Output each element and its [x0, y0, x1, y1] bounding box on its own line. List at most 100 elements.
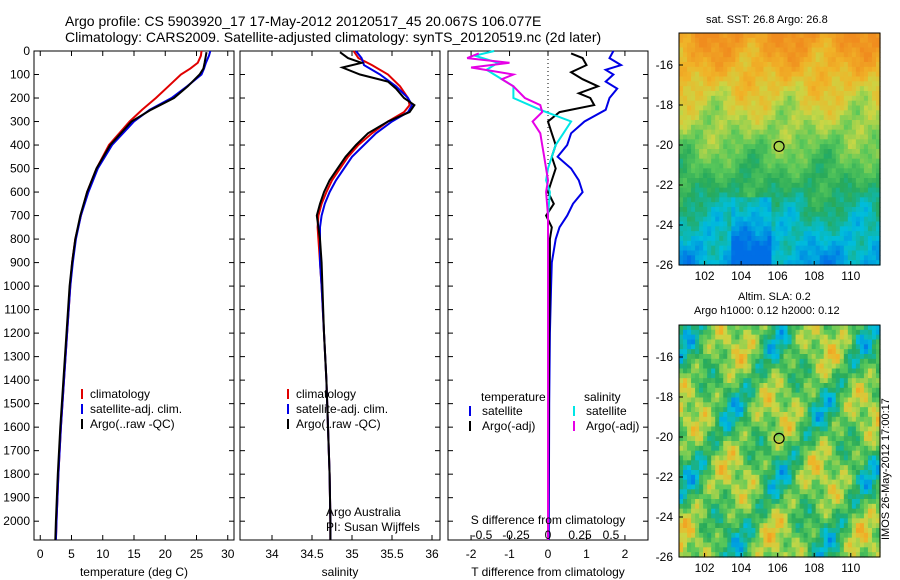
map-cell: [711, 484, 716, 490]
map-cell: [803, 163, 809, 169]
map-cell: [759, 499, 765, 505]
map-cell: [711, 192, 716, 198]
map-cell: [875, 416, 881, 423]
map-cell: [763, 158, 769, 165]
map-cell: [727, 95, 732, 102]
legend-label-temperature: climatology: [90, 387, 150, 401]
map-cell: [855, 368, 861, 374]
map-cell: [739, 124, 744, 131]
map-cell: [803, 412, 809, 418]
map-cell: [779, 144, 785, 150]
map-cell: [779, 407, 785, 413]
map-cell: [867, 445, 873, 452]
map-cell: [731, 211, 736, 218]
map-cell: [743, 445, 748, 452]
map-cell: [827, 144, 833, 150]
map-cell: [835, 325, 841, 331]
map-cell: [771, 542, 777, 548]
map-cell: [683, 378, 688, 384]
map-cell: [751, 62, 756, 68]
map-cell: [775, 86, 781, 92]
map-cell: [715, 86, 720, 92]
map-cell: [799, 100, 805, 107]
map-cell: [867, 513, 873, 519]
map-cell: [811, 134, 817, 140]
map-cell: [767, 378, 773, 384]
map-cell: [787, 124, 793, 131]
map-cell: [723, 173, 728, 179]
map-cell: [719, 120, 724, 126]
map-cell: [811, 325, 817, 331]
map-cell: [771, 168, 777, 174]
map-cell: [699, 207, 704, 213]
map-cell: [719, 37, 724, 44]
map-cell: [695, 489, 700, 495]
map-cell: [819, 139, 825, 145]
map-cell: [767, 211, 773, 218]
map-cell: [739, 542, 744, 548]
map-cell: [859, 62, 865, 68]
map-cell: [711, 120, 716, 126]
map-cell: [787, 47, 793, 53]
map-cell: [787, 421, 793, 428]
map-cell: [843, 66, 849, 73]
map-cell: [763, 387, 769, 394]
map-cell: [783, 334, 789, 341]
map-cell: [827, 354, 833, 360]
map-cell: [695, 412, 700, 418]
map-cell: [775, 368, 781, 374]
map-cell: [831, 344, 837, 350]
map-cell: [723, 153, 728, 160]
map-cell: [715, 187, 720, 194]
map-cell: [739, 373, 744, 379]
map-cell: [783, 349, 789, 355]
map-cell: [831, 207, 837, 213]
map-cell: [799, 33, 805, 39]
map-cell: [843, 81, 849, 87]
map-cell: [803, 182, 809, 189]
map-cell: [811, 373, 817, 379]
map-cell: [859, 47, 865, 53]
map-cell: [775, 479, 781, 486]
map-cell: [839, 33, 845, 39]
map-cell: [711, 344, 716, 350]
map-cell: [867, 52, 873, 58]
map-cell: [755, 363, 760, 370]
map-cell: [763, 240, 769, 247]
map-cell: [691, 499, 696, 505]
map-cell: [835, 494, 841, 500]
map-cell: [759, 66, 765, 73]
map-cell: [815, 231, 821, 237]
map-cell: [763, 37, 769, 44]
map-cell: [775, 115, 781, 121]
map-cell: [687, 378, 692, 384]
map-cell: [839, 465, 845, 471]
map-cell: [843, 202, 849, 208]
map-cell: [827, 532, 833, 539]
map-cell: [735, 499, 740, 505]
map-cell: [691, 426, 696, 432]
map-cell: [743, 349, 748, 355]
map-cell: [791, 52, 797, 58]
map-cell: [747, 547, 752, 553]
map-cell: [719, 182, 724, 189]
map-cell: [827, 499, 833, 505]
map-cell: [707, 211, 712, 218]
map-cell: [687, 445, 692, 452]
map-cell: [699, 378, 704, 384]
map-cell: [847, 216, 853, 223]
map-cell: [867, 508, 873, 515]
map-cell: [863, 508, 869, 515]
map-cell: [815, 115, 821, 121]
map-cell: [815, 499, 821, 505]
map-cell: [811, 387, 817, 394]
map-cell: [763, 197, 769, 203]
map-cell: [823, 62, 829, 68]
map-cell: [691, 489, 696, 495]
map-cell: [743, 494, 748, 500]
map-cell: [707, 358, 712, 365]
map-cell: [815, 71, 821, 78]
map-cell: [683, 71, 688, 78]
map-cell: [795, 110, 801, 116]
map-cell: [811, 523, 817, 529]
